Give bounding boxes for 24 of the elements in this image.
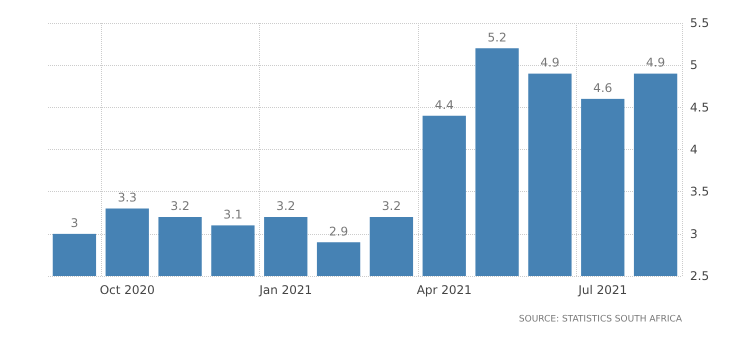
y-tick-label: 4 [690,142,698,156]
data-label: 4.4 [434,98,454,112]
data-label: 4.6 [593,80,612,95]
y-tick-label: 3.5 [690,184,710,199]
data-label: 4.9 [540,56,560,70]
data-label: 3.2 [276,198,296,213]
data-label: 3.2 [170,198,190,213]
x-tick-label: Jan 2021 [258,283,312,297]
x-tick-label: Apr 2021 [416,283,472,297]
data-label: 2.9 [329,224,348,238]
source-note: SOURCE: STATISTICS SOUTH AFRICA [518,314,683,324]
data-label: 3.2 [382,198,401,213]
y-tick-label: 5 [690,58,698,72]
data-label: 3.1 [223,207,242,222]
x-tick-label: Oct 2020 [100,283,155,297]
data-label: 5.2 [488,30,507,44]
y-tick-label: 5.5 [690,16,710,30]
data-label: 4.9 [646,56,666,70]
y-tick-label: 3 [690,226,698,241]
y-tick-label: 4.5 [690,100,710,114]
y-tick-label: 2.5 [690,269,710,283]
x-tick-label: Jul 2021 [577,283,628,297]
data-label: 3 [70,216,78,230]
data-label: 3.3 [118,190,137,205]
